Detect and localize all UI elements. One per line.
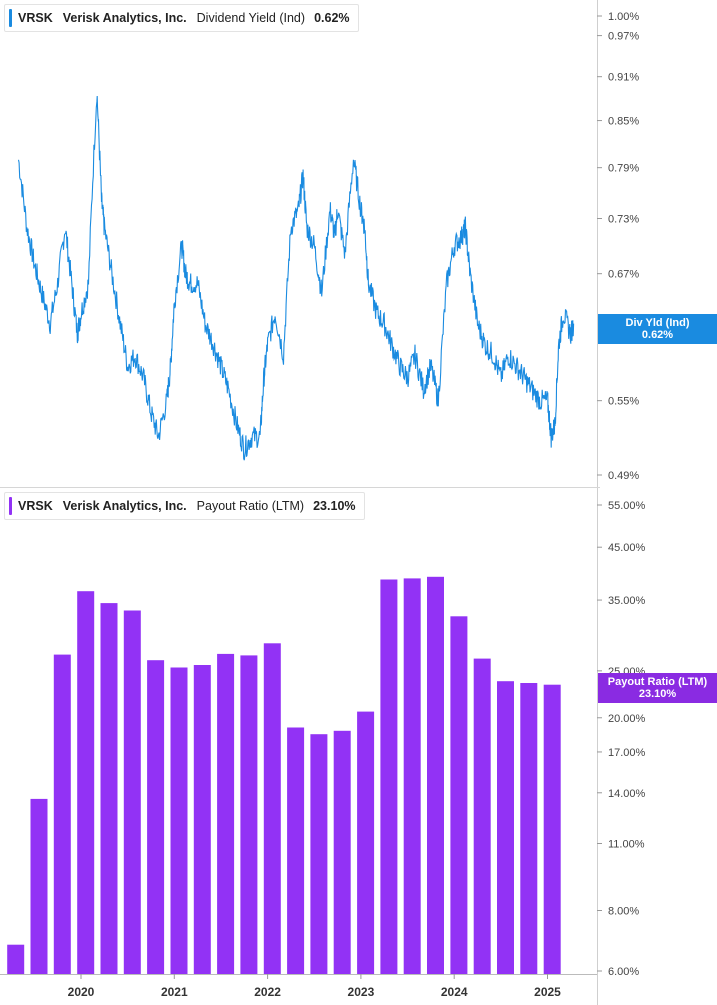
y-tick-label: 35.00%: [608, 595, 646, 607]
y-tick-label: 0.67%: [608, 269, 639, 281]
payout-ratio-bar: [357, 711, 375, 974]
panel-divider: [0, 487, 600, 488]
legend-value: 23.10%: [313, 499, 356, 513]
payout-ratio-bar: [473, 658, 491, 974]
div-yield-badge-value: 0.62%: [641, 329, 674, 341]
payout-ratio-bar: [100, 603, 118, 974]
dividend-yield-line: [17, 95, 575, 461]
payout-ratio-bar: [7, 944, 25, 974]
payout-ratio-bar: [217, 653, 235, 974]
legend-swatch-blue: [9, 9, 12, 27]
payout-ratio-bar: [263, 643, 281, 974]
legend-value: 0.62%: [314, 11, 350, 25]
payout-ratio-bar: [147, 660, 165, 974]
x-tick-label: 2022: [254, 985, 281, 999]
payout-ratio-badge-label: Payout Ratio (LTM): [607, 676, 708, 688]
legend-ticker: VRSK: [18, 499, 53, 513]
payout-ratio-bar: [193, 665, 211, 974]
y-tick-label: 8.00%: [608, 905, 639, 917]
y-tick-label: 0.73%: [608, 213, 639, 225]
payout-ratio-bar: [170, 667, 188, 974]
payout-ratio-bar: [543, 684, 561, 974]
y-tick-label: 11.00%: [608, 839, 645, 851]
y-tick-label: 6.00%: [608, 966, 639, 978]
y-tick-label: 17.00%: [608, 747, 646, 759]
legend-ticker: VRSK: [18, 11, 53, 25]
payout-ratio-bar: [310, 734, 328, 974]
payout-ratio-bar: [333, 730, 351, 974]
y-tick-label: 55.00%: [608, 500, 646, 512]
payout-ratio-bar: [450, 616, 468, 974]
y-tick-label: 0.49%: [608, 470, 639, 482]
payout-ratio-bar: [77, 591, 95, 974]
legend-metric: Dividend Yield (Ind): [196, 11, 306, 25]
payout-ratio-bar: [53, 654, 71, 974]
y-tick-label: 0.55%: [608, 396, 639, 408]
payout-ratio-panel: 55.00% 45.00% 35.00% 25.00% 20.00% 17.00% 14.0…: [0, 488, 717, 1005]
dividend-yield-chart: 1.00% 0.97% 0.91% 0.85% 0.79% 0.73% 0.67% 0.55%…: [17, 0, 639, 488]
payout-ratio-bar: [427, 576, 444, 974]
payout-ratio-bar: [287, 727, 305, 974]
payout-ratio-bar: [403, 578, 421, 974]
x-tick-label: 2020: [68, 985, 95, 999]
payout-ratio-badge: Payout Ratio (LTM) 23.10%: [598, 673, 717, 703]
dividend-yield-panel: 1.00% 0.97% 0.91% 0.85% 0.79% 0.73% 0.67% 0.55%…: [0, 0, 717, 488]
y-tick-label: 0.85%: [608, 116, 639, 128]
payout-ratio-bar: [123, 610, 141, 974]
legend-company: Verisk Analytics, Inc.: [62, 499, 187, 513]
dividend-yield-legend: VRSK Verisk Analytics, Inc. Dividend Yie…: [4, 4, 359, 32]
y-tick-label: 0.91%: [608, 72, 639, 84]
x-tick-label: 2023: [348, 985, 375, 999]
payout-ratio-legend: VRSK Verisk Analytics, Inc. Payout Ratio…: [4, 492, 365, 520]
payout-ratio-bar: [380, 579, 398, 974]
y-tick-label: 0.97%: [608, 31, 639, 43]
payout-ratio-chart: 55.00%45.00%35.00%25.00%20.00%17.00%14.0…: [0, 488, 646, 1005]
y-tick-label: 20.00%: [608, 713, 646, 725]
x-tick-label: 2025: [534, 985, 561, 999]
payout-ratio-bar: [497, 681, 514, 974]
payout-ratio-badge-value: 23.10%: [638, 688, 677, 700]
div-yield-badge-label: Div Yld (Ind): [625, 317, 690, 329]
div-yield-badge: Div Yld (Ind) 0.62%: [598, 314, 717, 344]
legend-swatch-purple: [9, 497, 12, 515]
y-tick-label: 45.00%: [608, 542, 646, 554]
legend-metric: Payout Ratio (LTM): [196, 499, 305, 513]
payout-ratio-bar: [520, 683, 538, 974]
y-tick-label: 14.00%: [608, 788, 646, 800]
legend-company: Verisk Analytics, Inc.: [62, 11, 187, 25]
y-tick-label: 1.00%: [608, 11, 639, 23]
x-tick-label: 2024: [441, 985, 468, 999]
payout-ratio-bar: [240, 655, 258, 974]
payout-ratio-bar: [30, 798, 48, 974]
y-tick-label: 0.79%: [608, 163, 639, 175]
x-tick-label: 2021: [161, 985, 188, 999]
